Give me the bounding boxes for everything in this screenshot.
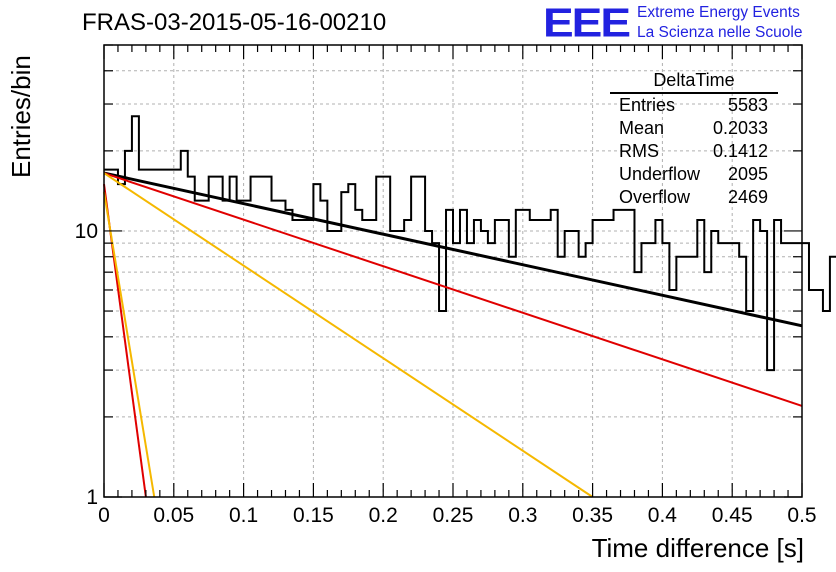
- x-tick-label: 0.1: [229, 504, 258, 527]
- logo-caption-line1: Extreme Energy Events: [637, 4, 800, 21]
- x-tick-label: 0.2: [369, 504, 398, 527]
- run-title: FRAS-03-2015-05-16-00210: [82, 9, 387, 36]
- stats-value: 2469: [727, 187, 768, 207]
- stats-label: Overflow: [619, 187, 691, 207]
- y-tick-label: 10: [75, 220, 98, 243]
- x-tick-label: 0.5: [787, 504, 816, 527]
- stats-label: RMS: [619, 141, 659, 161]
- y-tick-label: 1: [86, 486, 98, 509]
- y-axis-label: Entries/bin: [6, 55, 36, 178]
- stats-value: 0.2033: [712, 118, 768, 138]
- stats-label: Underflow: [619, 164, 701, 184]
- plot-axes: [103, 44, 803, 498]
- x-tick-label: 0.4: [648, 504, 678, 527]
- stats-row-underflow: Underflow 2095: [610, 163, 778, 186]
- x-tick-label: 0.05: [153, 504, 194, 527]
- x-tick-label: 0.15: [293, 504, 334, 527]
- stats-row-entries: Entries 5583: [610, 94, 778, 117]
- fit-line-orange_steep: [103, 191, 156, 498]
- stats-row-overflow: Overflow 2469: [610, 186, 778, 209]
- x-tick-label: 0: [98, 504, 110, 527]
- fit-line-orange: [103, 172, 594, 498]
- x-tick-label: 0.25: [433, 504, 474, 527]
- fit-line-black: [103, 171, 803, 328]
- fit-line-red: [103, 172, 803, 407]
- stats-value: 5583: [727, 95, 768, 115]
- logo-caption-line2: La Scienza nelle Scuole: [637, 24, 803, 41]
- stats-title: DeltaTime: [610, 70, 778, 94]
- x-tick-label: 0.45: [712, 504, 753, 527]
- stats-value: 2095: [727, 164, 768, 184]
- tick-labels: 0 0.05 0.1 0.15 0.2 0.25 0.3 0.35 0.4 0.45 0.5 1 10: [75, 220, 817, 527]
- stats-value: 0.1412: [712, 141, 768, 161]
- histogram-series: [104, 115, 836, 372]
- stats-box: DeltaTime Entries 5583 Mean 0.2033 RMS 0…: [610, 70, 778, 209]
- logo-caption: Extreme Energy Events La Scienza nelle S…: [637, 3, 802, 43]
- x-axis-label: Time difference [s]: [591, 533, 804, 563]
- x-tick-label: 0.3: [508, 504, 537, 527]
- stats-row-mean: Mean 0.2033: [610, 117, 778, 140]
- stats-label: Mean: [619, 118, 665, 138]
- x-tick-label: 0.35: [572, 504, 613, 527]
- stats-label: Entries: [619, 95, 676, 115]
- eee-logo: EEE: [543, 0, 631, 46]
- stats-row-rms: RMS 0.1412: [610, 140, 778, 163]
